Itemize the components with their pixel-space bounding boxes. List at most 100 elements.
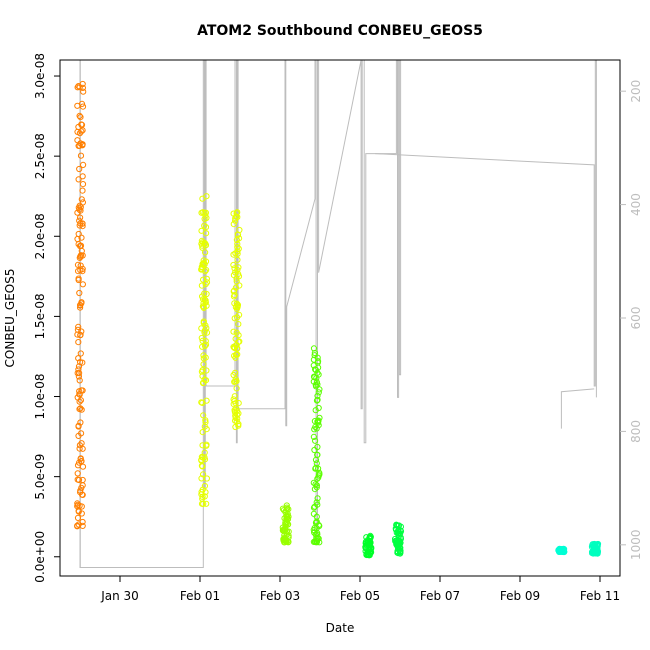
- data-point: [75, 275, 82, 282]
- data-point: [312, 437, 319, 444]
- data-point: [310, 356, 317, 363]
- data-point: [234, 256, 241, 263]
- data-point: [77, 350, 84, 357]
- data-point: [203, 441, 210, 448]
- point-cluster: [310, 345, 323, 546]
- data-point: [76, 202, 83, 209]
- data-point: [311, 529, 318, 536]
- x-tick-label: Feb 03: [260, 589, 300, 603]
- data-point: [234, 244, 241, 251]
- data-point: [315, 389, 322, 396]
- data-point: [78, 484, 85, 491]
- data-point: [78, 234, 85, 241]
- data-point: [79, 103, 87, 110]
- data-point: [74, 500, 81, 507]
- data-point: [77, 262, 84, 269]
- data-point: [233, 405, 240, 412]
- data-point: [313, 397, 321, 404]
- x-tick-label: Feb 09: [500, 589, 540, 603]
- data-point: [283, 516, 290, 523]
- data-point: [203, 230, 210, 237]
- data-point: [78, 430, 85, 437]
- data-point: [589, 548, 596, 556]
- data-point: [284, 521, 292, 528]
- data-point: [76, 445, 83, 452]
- data-point: [200, 259, 208, 266]
- data-point: [74, 394, 81, 401]
- data-point: [311, 446, 318, 454]
- data-point: [393, 522, 400, 529]
- data-point: [315, 465, 322, 472]
- point-cluster: [555, 545, 568, 556]
- x-tick-label: Jan 30: [100, 589, 139, 603]
- data-point: [200, 319, 207, 326]
- data-point: [234, 303, 241, 310]
- data-point: [77, 359, 84, 366]
- point-cluster: [74, 80, 87, 530]
- data-point: [311, 418, 318, 425]
- data-point: [199, 337, 206, 344]
- data-point: [313, 484, 320, 491]
- data-point: [200, 412, 207, 419]
- y-tick-label: 1.5e-08: [33, 293, 47, 339]
- data-point: [75, 323, 82, 330]
- data-point: [234, 351, 241, 358]
- data-point: [75, 373, 83, 380]
- data-point: [199, 493, 206, 500]
- pressure-track-line-2: [374, 59, 597, 398]
- data-point: [77, 405, 84, 412]
- data-point: [79, 281, 87, 288]
- point-cluster: [588, 540, 602, 557]
- data-point: [313, 513, 320, 520]
- point-cluster: [392, 521, 405, 557]
- data-point: [283, 507, 290, 514]
- data-point: [202, 417, 209, 424]
- data-point: [199, 195, 206, 202]
- data-point: [74, 84, 81, 91]
- y-tick-label: 5.0e-09: [33, 454, 47, 500]
- data-point: [79, 220, 86, 227]
- secondary-y-tick-label: 800: [629, 420, 643, 443]
- data-point: [202, 354, 209, 361]
- data-point: [77, 304, 84, 311]
- data-point: [202, 419, 209, 426]
- data-point: [233, 300, 240, 307]
- data-point: [75, 241, 82, 248]
- data-point: [202, 224, 210, 231]
- data-point: [76, 289, 83, 297]
- data-point: [234, 266, 241, 274]
- data-point: [311, 538, 319, 545]
- data-point: [77, 152, 85, 159]
- x-tick-label: Feb 05: [340, 589, 380, 603]
- data-point: [283, 504, 290, 511]
- data-point: [200, 379, 207, 386]
- data-point: [233, 213, 240, 220]
- data-point: [74, 261, 82, 268]
- data-point: [74, 209, 81, 216]
- data-point: [203, 329, 211, 336]
- data-point: [75, 123, 82, 131]
- data-point: [235, 321, 242, 328]
- y-axis: 0.0e+00 5.0e-09 1.0e-08 1.5e-08 2.0e-08 2.5e-…: [33, 53, 60, 583]
- data-point: [74, 514, 82, 522]
- data-point: [75, 507, 82, 514]
- data-point: [78, 196, 85, 203]
- point-cluster: [362, 532, 375, 559]
- data-point: [203, 290, 210, 298]
- data-point: [285, 534, 292, 541]
- data-point: [76, 84, 83, 91]
- data-point: [77, 204, 84, 211]
- data-point: [202, 249, 209, 256]
- data-point: [199, 429, 206, 436]
- data-point: [199, 442, 206, 449]
- data-point: [79, 518, 86, 526]
- data-point: [232, 369, 239, 376]
- data-point: [203, 500, 210, 507]
- data-point: [314, 475, 321, 482]
- data-point: [234, 345, 241, 352]
- data-point: [201, 329, 208, 336]
- data-point: [283, 520, 290, 527]
- y-axis-label: CONBEU_GEOS5: [3, 269, 17, 368]
- data-point: [79, 142, 86, 149]
- data-point: [314, 495, 321, 502]
